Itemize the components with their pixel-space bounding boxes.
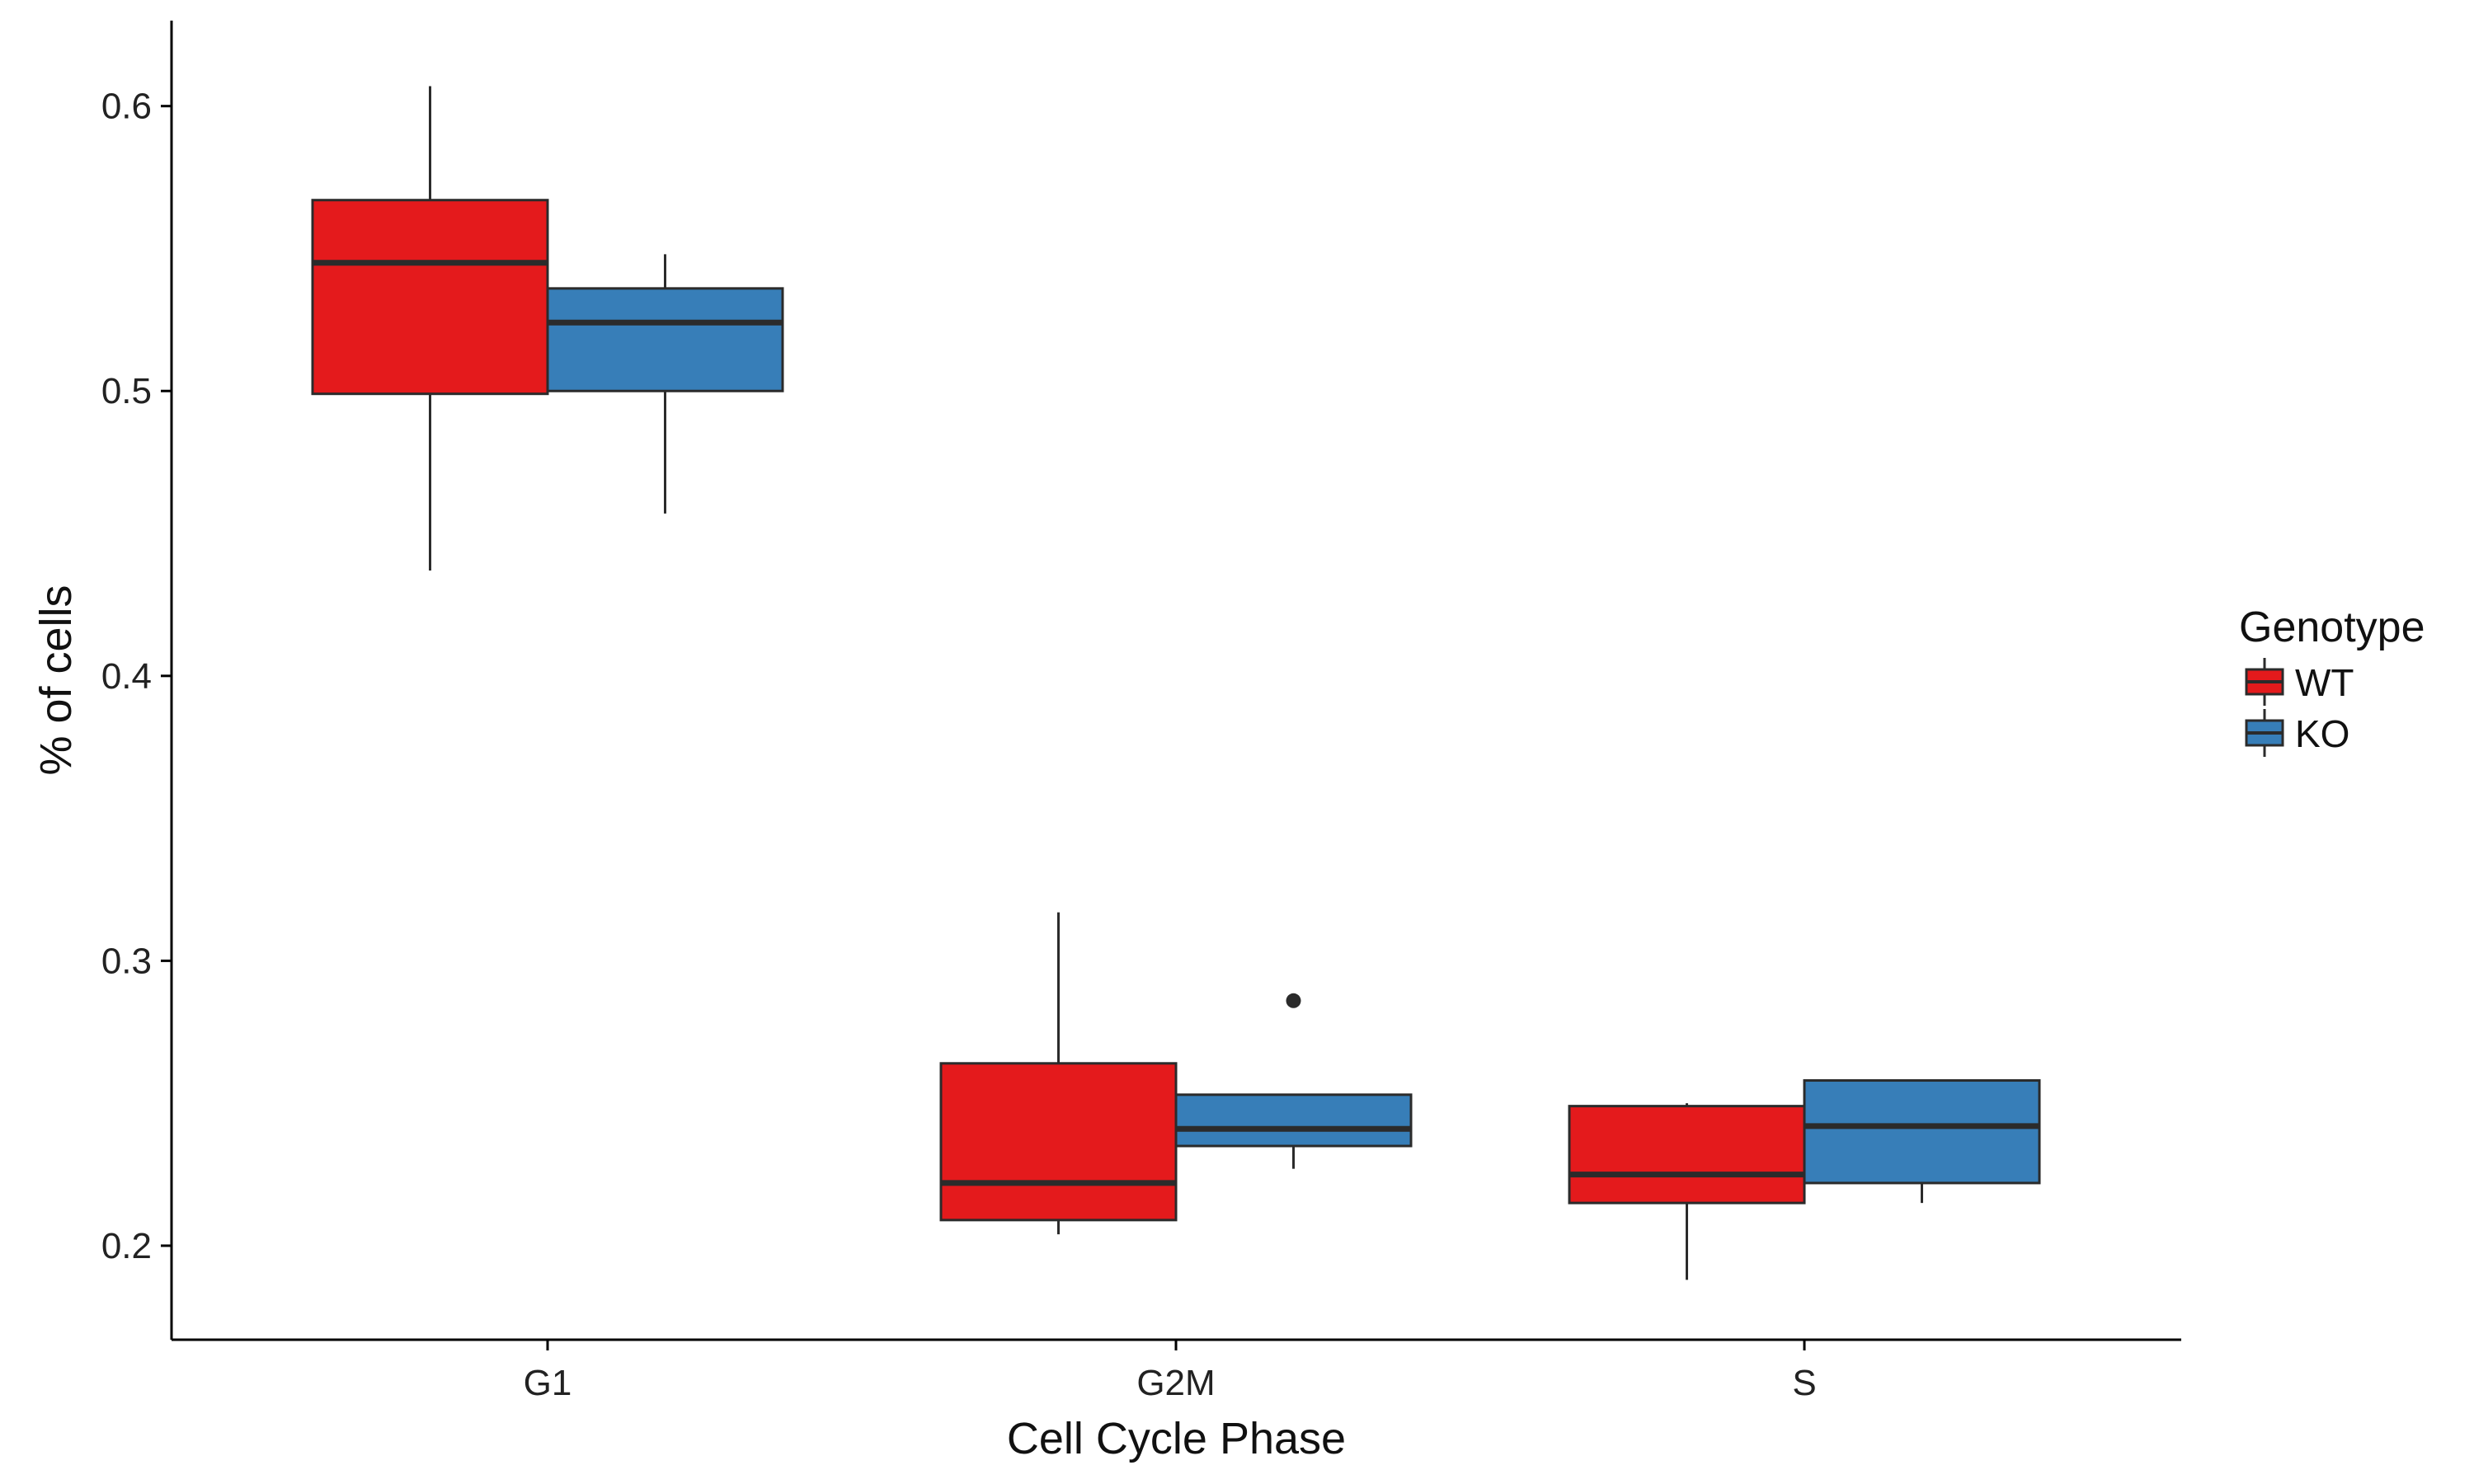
legend-label: KO: [2295, 712, 2349, 755]
box-rect: [939, 1062, 1178, 1222]
box-rect: [546, 287, 784, 392]
box-wt-s: [1568, 1103, 1806, 1280]
box-rect: [1174, 1093, 1413, 1148]
x-tick-label: G2M: [1136, 1363, 1215, 1403]
box-rect: [311, 199, 549, 396]
box-rect: [1568, 1105, 1806, 1205]
y-tick-label: 0.2: [101, 1226, 152, 1266]
y-tick-label: 0.4: [101, 656, 152, 697]
y-axis-title: % of cells: [31, 585, 81, 775]
legend: Genotype WT KO: [2239, 603, 2425, 757]
legend-items: WT KO: [2245, 658, 2354, 757]
legend-label: WT: [2295, 661, 2354, 704]
legend-item-wt: WT: [2245, 658, 2354, 706]
boxes-layer: [311, 86, 2041, 1280]
box-wt-g2m: [939, 912, 1178, 1235]
y-tick-label: 0.6: [101, 87, 152, 127]
box-rect: [1803, 1079, 2041, 1185]
x-tick-label: G1: [524, 1363, 572, 1403]
y-ticks: 0.2 0.3 0.4 0.5 0.6: [101, 87, 172, 1266]
x-axis-title: Cell Cycle Phase: [1007, 1414, 1346, 1463]
box-ko-g1: [546, 254, 784, 514]
x-ticks: G1 G2M S: [524, 1340, 1817, 1403]
box-wt-g1: [311, 86, 549, 571]
y-tick-label: 0.3: [101, 941, 152, 981]
legend-title: Genotype: [2239, 603, 2425, 651]
y-tick-label: 0.5: [101, 371, 152, 411]
box-ko-g2m: [1174, 993, 1413, 1169]
box-ko-s: [1803, 1079, 2041, 1204]
x-tick-label: S: [1792, 1363, 1816, 1403]
outlier-point: [1286, 993, 1301, 1008]
legend-item-ko: KO: [2245, 709, 2349, 757]
